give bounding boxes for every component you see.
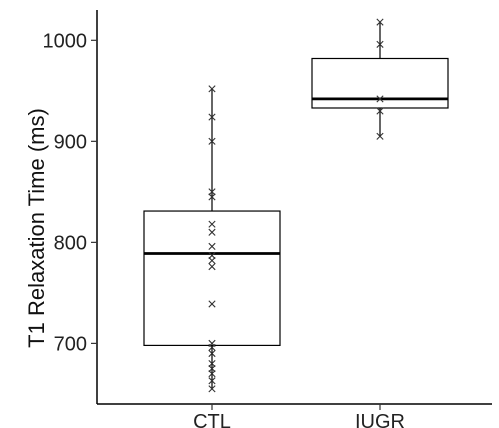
data-point [376, 132, 384, 140]
data-point-stroke [208, 365, 216, 373]
axes: 700 800 900 1000 CTL IUGR [43, 10, 492, 428]
data-point-stroke [208, 385, 216, 393]
data-point-stroke [208, 370, 216, 378]
data-point-stroke [208, 349, 216, 358]
data-point [208, 377, 216, 385]
data-point-stroke [208, 377, 216, 385]
data-point-stroke [208, 300, 216, 308]
data-point [208, 349, 216, 358]
data-point-stroke [208, 113, 216, 121]
data-point [208, 365, 216, 373]
data-point [208, 370, 216, 378]
iqr-box [143, 210, 281, 347]
data-point [376, 95, 384, 103]
data-point [208, 343, 216, 352]
data-point-stroke [208, 228, 216, 236]
data-point-stroke [208, 137, 216, 145]
y-tick-label: 700 [54, 333, 87, 355]
y-axis-label: T1 Relaxation Time (ms) [24, 108, 49, 348]
data-point-stroke [376, 95, 384, 103]
data-point [376, 18, 384, 26]
y-tick-label: 900 [54, 131, 87, 153]
data-point [208, 263, 216, 271]
boxes [143, 18, 449, 393]
data-point [208, 193, 216, 201]
data-point-stroke [376, 40, 384, 48]
data-point [208, 360, 216, 368]
data-point [208, 220, 216, 228]
data-point [376, 40, 384, 48]
data-point-stroke [208, 193, 216, 201]
data-point [208, 300, 216, 308]
data-point [208, 256, 216, 265]
data-point [208, 251, 216, 260]
y-tick-label: 800 [54, 232, 87, 254]
data-point-stroke [208, 343, 216, 352]
data-point [208, 385, 216, 393]
data-point-stroke [208, 188, 216, 196]
data-point [208, 137, 216, 145]
data-point-stroke [208, 256, 216, 265]
data-point-stroke [208, 251, 216, 260]
y-tick-label: 1000 [43, 30, 88, 52]
data-point-stroke [208, 263, 216, 271]
data-point [208, 228, 216, 236]
x-tick-label: CTL [193, 411, 231, 428]
data-point-stroke [208, 360, 216, 368]
data-point [208, 188, 216, 196]
data-point-stroke [208, 220, 216, 228]
data-point-stroke [208, 85, 216, 93]
data-point-stroke [376, 107, 384, 115]
box-ctl [143, 85, 281, 393]
data-point [208, 242, 216, 250]
data-point [208, 113, 216, 121]
data-point [208, 85, 216, 93]
data-point-stroke [208, 242, 216, 250]
iqr-box [311, 57, 449, 109]
data-point-stroke [376, 132, 384, 140]
data-point [376, 107, 384, 115]
box-iugr [311, 18, 449, 140]
data-point-stroke [376, 18, 384, 26]
x-tick-label: IUGR [355, 411, 405, 428]
